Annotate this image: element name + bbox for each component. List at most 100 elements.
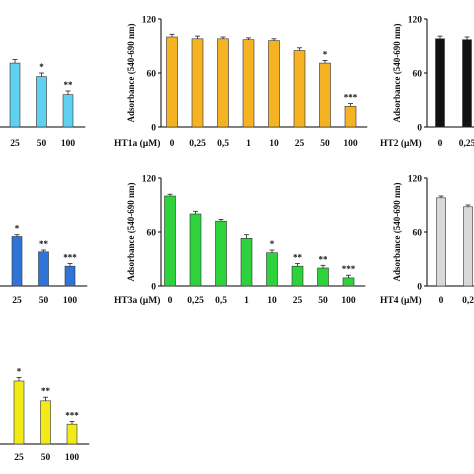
significance-label: ** <box>293 253 303 263</box>
significance-label: *** <box>63 253 77 263</box>
bar <box>13 380 25 445</box>
x-tick-label: 0,5 <box>217 139 229 149</box>
panel-top-left: 25 * 50 ** 100 <box>0 59 86 149</box>
y-tick-label: 60 <box>147 229 157 239</box>
y-tick-label: 120 <box>408 16 423 26</box>
bar <box>164 195 176 287</box>
bar <box>293 50 306 128</box>
bar <box>11 236 23 287</box>
bar <box>319 62 331 128</box>
y-tick-label: 60 <box>413 70 423 80</box>
y-axis-label: Adsorbance (540-690 nm) <box>126 24 136 123</box>
panel-top-right: 0 60 120 Adsorbance (540-690 nm) HT2 (µM) 0 0,… <box>380 16 474 149</box>
x-tick-label: 10 <box>267 296 277 306</box>
significance-label: ** <box>319 254 329 264</box>
x-tick-label: 100 <box>61 139 76 149</box>
x-tick-label: 100 <box>341 296 356 306</box>
bar <box>462 39 472 128</box>
x-tick-label: 25 <box>295 139 305 149</box>
x-axis-title: HT3a (µM) <box>114 295 160 306</box>
bar <box>317 267 329 287</box>
significance-label: * <box>39 62 44 72</box>
x-tick-label: 0,25 <box>187 296 204 306</box>
bar <box>40 400 51 445</box>
panel-top-middle: 0 60 120 Adsorbance (540-690 nm) HT1a (µM) 0 0… <box>114 16 368 149</box>
panel-mid-middle: 0 60 120 Adsorbance (540-690 nm) HT3a (µM) 0 0… <box>114 175 366 306</box>
panel-mid-left: * 25 ** 50 *** 100 <box>0 224 88 306</box>
y-tick-label: 60 <box>413 229 423 239</box>
x-tick-label: 0,5 <box>215 296 227 306</box>
x-axis-title: HT2 (µM) <box>380 138 422 149</box>
x-tick-label: 50 <box>320 139 330 149</box>
bar <box>242 39 255 128</box>
significance-label: * <box>15 224 20 234</box>
panel-bottom-left: * 25 ** 50 *** 100 <box>0 366 90 463</box>
y-tick-label: 0 <box>417 124 422 134</box>
significance-label: * <box>323 49 328 59</box>
bar <box>191 38 204 128</box>
x-tick-label: 25 <box>12 296 22 306</box>
x-tick-label: 0 <box>168 296 173 306</box>
y-tick-label: 60 <box>147 70 157 80</box>
x-tick-label: 0 <box>439 296 444 306</box>
bar <box>189 213 202 287</box>
bar <box>9 62 21 128</box>
y-axis-label: Adsorbance (540-690 nm) <box>392 183 402 282</box>
x-tick-label: 0,2 <box>462 296 474 306</box>
x-tick-label: 100 <box>343 139 358 149</box>
x-tick-label: 50 <box>37 139 47 149</box>
y-tick-label: 0 <box>151 124 156 134</box>
significance-label: ** <box>39 239 49 249</box>
bar <box>66 423 78 445</box>
y-tick-label: 0 <box>151 283 156 293</box>
bar <box>266 252 278 287</box>
significance-label: *** <box>65 411 79 421</box>
bar <box>436 197 446 287</box>
significance-label: * <box>270 239 275 249</box>
bar <box>291 265 304 287</box>
bar <box>240 238 253 287</box>
x-tick-label: 25 <box>14 453 24 463</box>
panel-mid-right: 0 60 120 Adsorbance (540-690 nm) HT4 (µM) 0 0,… <box>380 175 474 306</box>
bar <box>268 40 280 128</box>
y-tick-label: 0 <box>417 283 422 293</box>
significance-label: ** <box>41 386 51 396</box>
bar <box>217 38 229 128</box>
bar <box>38 251 49 287</box>
x-tick-label: 25 <box>293 296 303 306</box>
x-tick-label: 1 <box>246 139 251 149</box>
x-tick-label: 50 <box>41 453 51 463</box>
y-tick-label: 120 <box>142 16 157 26</box>
y-axis-label: Adsorbance (540-690 nm) <box>392 24 402 123</box>
y-tick-label: 120 <box>408 175 423 185</box>
x-tick-label: 25 <box>10 139 20 149</box>
x-tick-label: 50 <box>39 296 49 306</box>
x-tick-label: 0 <box>170 139 175 149</box>
x-tick-label: 0,25 <box>189 139 206 149</box>
bar <box>435 38 445 128</box>
bar <box>64 265 76 287</box>
y-tick-label: 120 <box>142 175 157 185</box>
x-tick-label: 50 <box>318 296 328 306</box>
bar <box>344 106 357 128</box>
x-tick-label: 0 <box>438 139 443 149</box>
x-tick-label: 100 <box>65 453 80 463</box>
significance-label: * <box>17 366 22 376</box>
x-axis-title: HT1a (µM) <box>114 138 160 149</box>
x-tick-label: 100 <box>63 296 78 306</box>
bar <box>342 277 355 287</box>
significance-label: *** <box>344 93 358 103</box>
x-tick-label: 1 <box>244 296 249 306</box>
bar <box>215 220 227 287</box>
x-tick-label: 10 <box>269 139 279 149</box>
significance-label: *** <box>342 264 356 274</box>
bar <box>463 206 473 287</box>
x-tick-label: 0,25 <box>459 139 474 149</box>
x-axis-title: HT4 (µM) <box>380 295 422 306</box>
bar <box>36 76 47 128</box>
y-axis-label: Adsorbance (540-690 nm) <box>126 183 136 282</box>
bar <box>62 94 74 128</box>
significance-label: ** <box>64 80 74 90</box>
